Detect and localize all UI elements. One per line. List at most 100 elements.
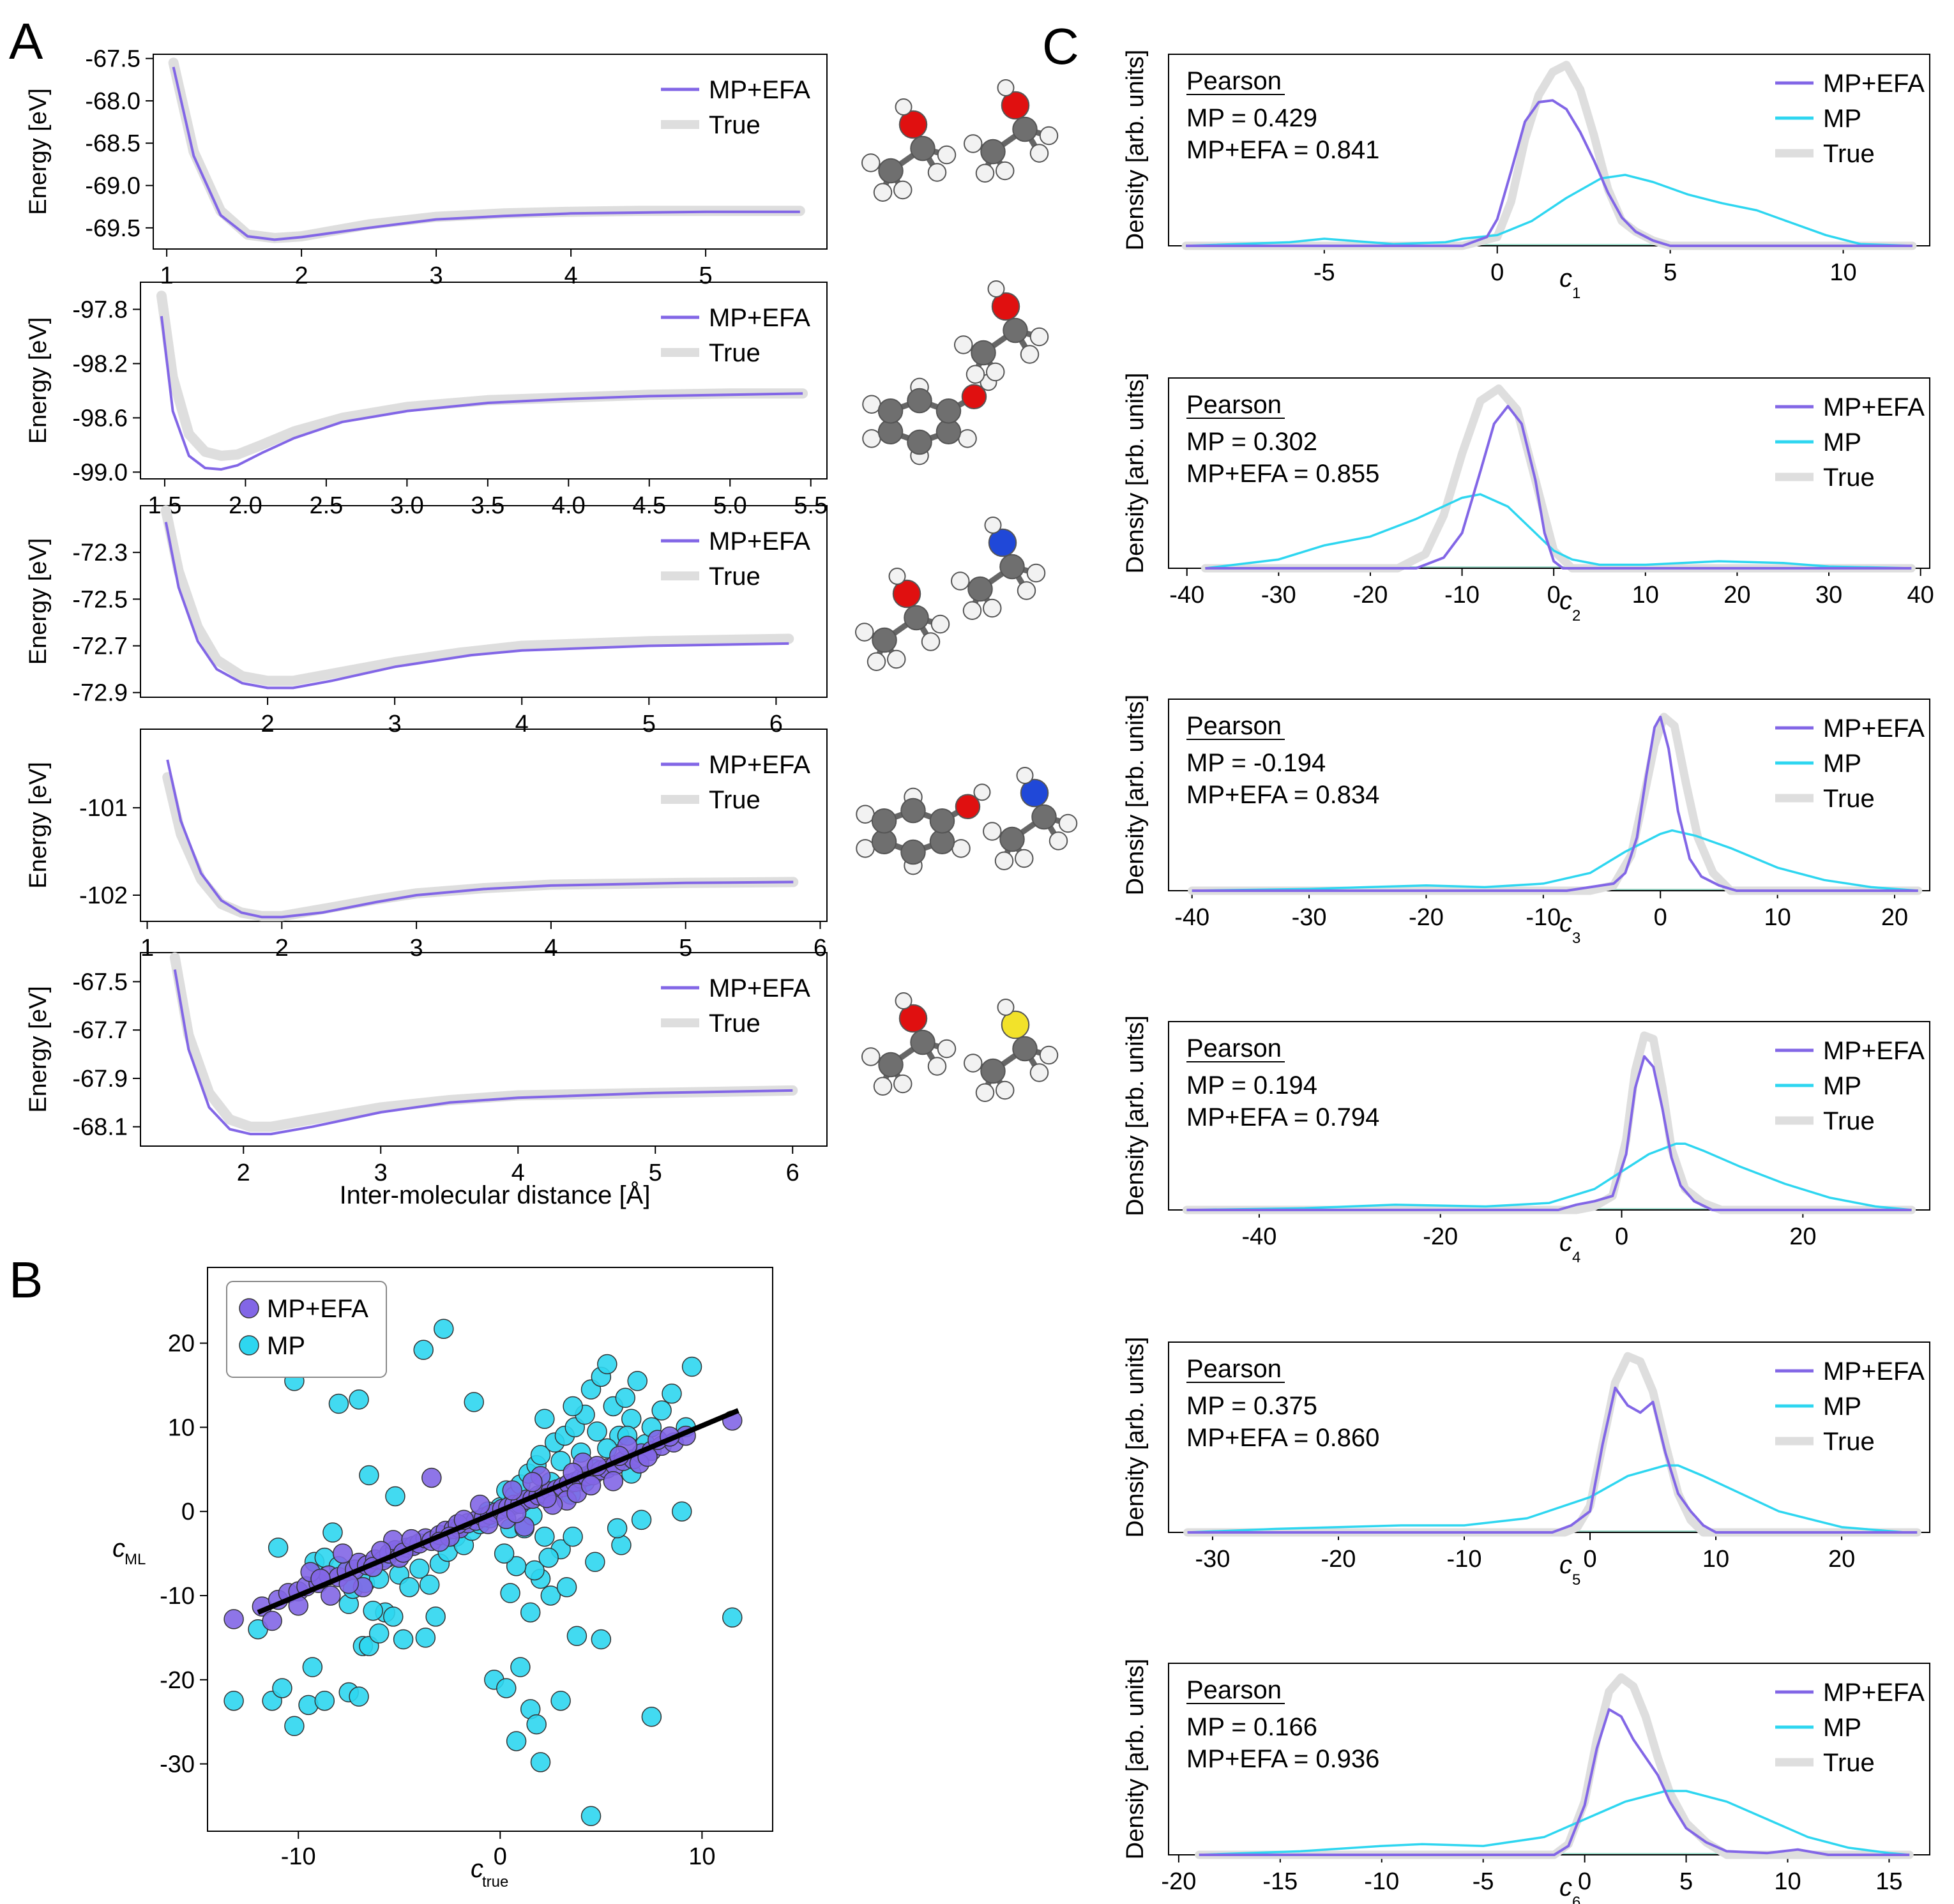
x-tick-label: -10 xyxy=(1364,1868,1399,1895)
legend-label-mp-efa: MP+EFA xyxy=(1823,714,1925,743)
x-axis-label-main: c xyxy=(1559,264,1572,292)
x-tick-label: 2 xyxy=(295,262,308,289)
atom xyxy=(907,429,932,455)
y-tick-label: -68.5 xyxy=(85,130,140,157)
x-tick-label: -20 xyxy=(1409,904,1444,931)
x-axis-label-sub: 2 xyxy=(1572,607,1580,624)
density-panel-5: -30 -20 -10 0 10 20 Density [arb. units] c5 Pear… xyxy=(1122,1337,1930,1589)
y-axis-label: Energy [eV] xyxy=(25,88,52,215)
density-panel-4: -40 -20 0 20 Density [arb. units] c4 Pearson MP… xyxy=(1122,1015,1930,1266)
pearson-title: Pearson xyxy=(1186,1676,1282,1704)
x-tick-label: 5 xyxy=(679,935,692,962)
y-axis-label: Density [arb. units] xyxy=(1122,695,1149,896)
atom xyxy=(1058,813,1078,833)
energy-panel-3: 2 3 4 5 6 -72.3 -72.5 -72.7 -72.9 Energy [eV] MP+E… xyxy=(25,505,828,737)
plot-frame xyxy=(1168,54,1930,246)
x-tick-label: -20 xyxy=(1161,1868,1196,1895)
legend-label-true: True xyxy=(1823,1749,1875,1777)
scatter-point-mp xyxy=(597,1354,617,1375)
atom xyxy=(999,826,1025,852)
pearson-mp-efa-value: MP+EFA = 0.936 xyxy=(1186,1745,1379,1773)
atom xyxy=(855,623,874,642)
atom xyxy=(900,797,926,824)
atom xyxy=(1015,849,1034,868)
y-tick-label: -67.5 xyxy=(72,969,128,995)
pearson-title: Pearson xyxy=(1186,391,1282,419)
legend-label-mp-efa: MP+EFA xyxy=(1823,70,1925,98)
x-tick-label: 0 xyxy=(1583,1546,1596,1573)
atom xyxy=(929,808,955,834)
x-tick-label: 3 xyxy=(388,711,402,737)
true-curve xyxy=(156,291,808,461)
x-tick-label: 3 xyxy=(374,1160,388,1186)
plot-frame xyxy=(140,282,828,480)
scatter-point-mp xyxy=(368,1623,390,1644)
x-tick-label: 10 xyxy=(1829,259,1856,286)
plot-frame xyxy=(140,505,828,698)
y-tick-label: -99.0 xyxy=(72,459,128,486)
scatter-point-mp xyxy=(611,1535,632,1555)
x-axis-label-main: c xyxy=(1559,1228,1572,1257)
atom xyxy=(867,652,886,671)
legend-marker-mp xyxy=(239,1335,259,1356)
atom xyxy=(984,517,1002,534)
legend-box xyxy=(226,1281,387,1378)
atom xyxy=(904,605,929,631)
panel-label-b: B xyxy=(9,1251,43,1308)
x-tick-label: 20 xyxy=(1789,1223,1816,1250)
atom xyxy=(1029,144,1049,163)
atom xyxy=(951,571,970,591)
pearson-mp-value: MP = 0.302 xyxy=(1186,428,1317,456)
atom xyxy=(975,1083,995,1102)
scatter-point-mp xyxy=(314,1690,335,1711)
x-axis-label-sub: 4 xyxy=(1572,1249,1580,1266)
scatter-point-mp xyxy=(534,1409,555,1429)
y-tick-label: -69.0 xyxy=(85,173,140,200)
scatter-point-mp xyxy=(556,1577,577,1598)
atom xyxy=(861,1047,881,1066)
x-tick-label: 4 xyxy=(544,935,557,962)
true-density-curve xyxy=(1200,384,1916,573)
atom xyxy=(996,1080,1015,1100)
x-tick-label: 0 xyxy=(1615,1223,1628,1250)
y-axis-label: Density [arb. units] xyxy=(1122,1015,1149,1216)
y-tick-label: -67.5 xyxy=(85,46,140,73)
y-tick-label: -30 xyxy=(160,1751,195,1778)
legend-label-true: True xyxy=(709,563,761,591)
pearson-title: Pearson xyxy=(1186,67,1282,95)
true-density-curve xyxy=(1188,713,1923,895)
atom xyxy=(988,528,1017,557)
x-tick-label: 2 xyxy=(275,935,289,962)
x-tick-label: 0 xyxy=(1490,259,1504,286)
y-axis-label: Energy [eV] xyxy=(25,762,52,889)
x-tick-label: 10 xyxy=(1774,1868,1801,1895)
y-axis-label: Energy [eV] xyxy=(25,317,52,444)
legend-label-mp-efa: MP+EFA xyxy=(709,974,810,1002)
mp-efa-density-curve xyxy=(1186,1055,1912,1211)
scatter-point-mp xyxy=(425,1606,446,1627)
y-tick-label: -72.5 xyxy=(72,586,128,613)
scatter-point-mp xyxy=(302,1657,323,1677)
scatter-point-mp-efa xyxy=(262,1610,282,1631)
scatter-point-mp xyxy=(538,1547,559,1568)
atom xyxy=(999,554,1025,580)
x-tick-label: 0 xyxy=(494,1843,507,1870)
scatter-point-mp xyxy=(506,1556,527,1576)
scatter-point-mp xyxy=(591,1629,612,1650)
legend-label-true: True xyxy=(1823,140,1875,168)
legend-marker-mp-efa xyxy=(239,1298,259,1318)
density-panel-6: -20 -15 -10 -5 0 5 10 15 Density [arb. units] c6 P… xyxy=(1122,1659,1930,1904)
x-tick-label: 3 xyxy=(410,935,423,962)
y-tick-label: -69.5 xyxy=(85,215,140,242)
atom xyxy=(856,839,875,858)
true-curve xyxy=(169,952,798,1132)
x-tick-label: 5 xyxy=(699,262,713,289)
x-tick-label: 20 xyxy=(1828,1546,1855,1573)
atom xyxy=(910,1029,935,1055)
mp-efa-curve xyxy=(160,315,803,471)
scatter-point-mp xyxy=(322,1522,343,1543)
legend-label-mp-efa: MP+EFA xyxy=(709,751,810,779)
atom xyxy=(878,1052,904,1078)
scatter-point-mp-efa xyxy=(502,1480,523,1500)
y-tick-label: 10 xyxy=(168,1414,195,1441)
